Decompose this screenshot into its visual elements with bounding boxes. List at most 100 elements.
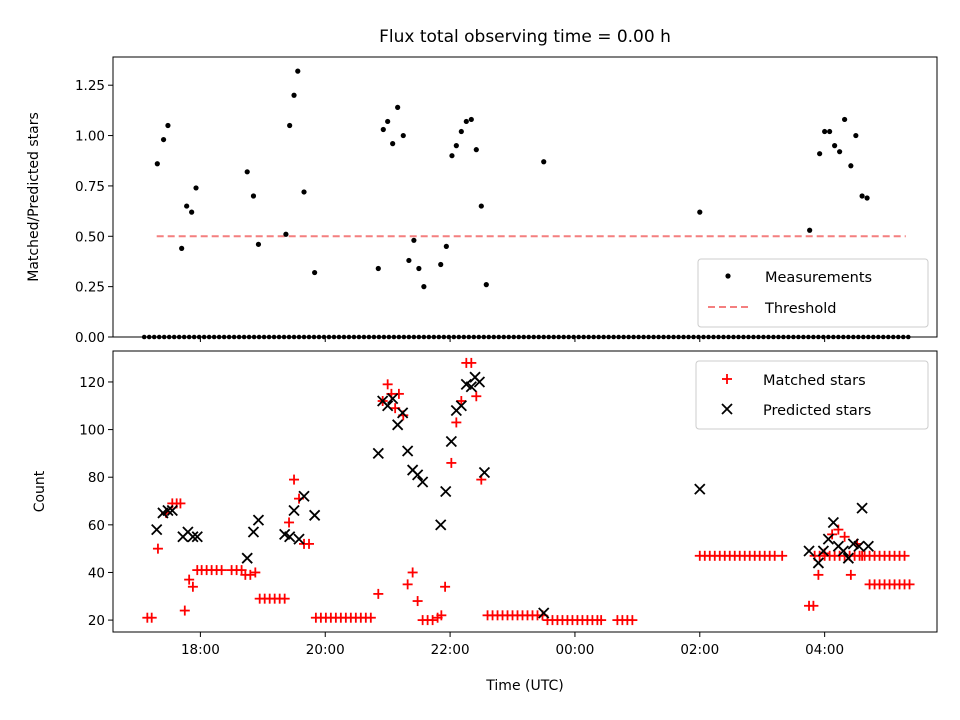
predicted-point <box>298 490 310 502</box>
predicted-point <box>288 504 300 517</box>
top-y-axis-title: Matched/Predicted stars <box>26 112 42 282</box>
top-legend: Measurements Threshold <box>697 258 929 328</box>
matched-point <box>152 543 163 554</box>
predicted-point <box>284 531 296 543</box>
bottom-plot-frame <box>112 350 938 633</box>
predicted-point <box>416 476 429 488</box>
measurement-point <box>817 151 823 157</box>
matched-point <box>899 550 910 561</box>
measurement-point <box>453 143 459 149</box>
x-tick-label: 00:00 <box>555 642 594 658</box>
matched-point <box>179 605 190 616</box>
predicted-point <box>440 485 452 498</box>
measurement-point <box>255 241 262 247</box>
matched-point <box>279 593 290 604</box>
matched-point <box>146 612 157 623</box>
matched-point <box>187 581 198 592</box>
measurement-point <box>406 257 412 264</box>
measurement-point <box>380 126 386 133</box>
measurement-point <box>283 231 289 237</box>
y-tick-label: 100 <box>79 423 105 439</box>
predicted-point <box>856 502 868 514</box>
legend-predicted-label: Predicted stars <box>763 403 871 419</box>
predicted-point <box>445 435 457 448</box>
matched-point <box>813 569 824 580</box>
bottom-legend-box <box>695 360 929 430</box>
predicted-point <box>247 526 260 538</box>
matched-point <box>175 498 186 509</box>
legend-threshold-label: Threshold <box>764 301 836 317</box>
predicted-point <box>241 552 253 564</box>
predicted-point <box>473 376 486 388</box>
top-y-axis: 0.00 0.25 0.50 0.75 1.00 1.25 <box>75 78 113 346</box>
matched-point <box>382 379 393 390</box>
measurement-point <box>473 147 479 153</box>
legend-matched-glyph <box>722 374 732 384</box>
legend-predicted-glyph <box>721 403 733 415</box>
top-x-ticks <box>199 337 826 342</box>
predicted-point <box>822 533 835 545</box>
predicted-point <box>812 557 825 569</box>
predicted-point <box>817 545 830 557</box>
x-tick-label: 18:00 <box>181 642 220 658</box>
measurement-point <box>189 209 195 215</box>
measurement-point <box>853 132 859 139</box>
matched-point <box>365 612 376 623</box>
y-tick-label: 80 <box>88 470 105 486</box>
matched-point <box>466 357 477 368</box>
legend-predicted-marker <box>721 403 733 415</box>
predicted-point <box>842 552 854 564</box>
measurement-point <box>400 132 406 139</box>
measurement-point <box>184 203 190 209</box>
measurement-point <box>697 209 703 215</box>
measurement-point <box>312 269 318 276</box>
matched-point <box>857 550 868 561</box>
predicted-point <box>252 514 265 526</box>
measurement-point <box>375 265 381 272</box>
matched-point <box>304 538 315 549</box>
predicted-point <box>803 545 815 557</box>
predicted-point <box>455 400 467 412</box>
matched-point <box>471 391 482 402</box>
x-tick-label: 04:00 <box>805 642 844 658</box>
predicted-point <box>402 445 414 457</box>
measurement-point <box>478 203 484 209</box>
measurement-point <box>463 118 469 125</box>
y-tick-label: 1.00 <box>75 129 105 145</box>
matched-point <box>184 574 195 585</box>
matched-point <box>904 579 915 590</box>
predicted-point <box>151 523 163 536</box>
measurement-point <box>443 243 449 249</box>
y-tick-label: 0.00 <box>75 330 105 346</box>
predicted-point <box>862 540 874 552</box>
measurement-point <box>295 68 301 74</box>
y-tick-label: 20 <box>88 613 105 629</box>
predicted-point <box>166 504 178 517</box>
matched-point <box>456 396 467 407</box>
predicted-point <box>387 392 399 405</box>
measurement-point <box>842 116 848 123</box>
predicted-point <box>392 419 404 431</box>
predicted-point <box>538 607 550 619</box>
measurement-point <box>837 149 843 155</box>
y-tick-label: 120 <box>79 375 105 391</box>
predicted-point <box>308 509 321 521</box>
matched-point <box>245 569 256 580</box>
bottom-data-layer <box>142 357 915 626</box>
measurement-point <box>859 193 865 199</box>
panel-counts: 18:00 20:00 22:00 00:00 02:00 04:00 20 40 60 80 1… <box>32 350 938 694</box>
matched-point <box>839 531 850 542</box>
measurement-point <box>421 284 427 290</box>
x-axis-title: Time (UTC) <box>485 678 563 694</box>
matched-point <box>446 457 457 468</box>
matched-point <box>440 581 451 592</box>
measurement-point <box>385 118 391 125</box>
measurement-point <box>848 163 854 169</box>
legend-matched-marker <box>722 374 732 384</box>
matched-point <box>845 569 856 580</box>
matched-point <box>250 567 261 578</box>
matched-point <box>407 567 418 578</box>
predicted-point <box>837 545 850 557</box>
measurement-point <box>807 227 813 233</box>
